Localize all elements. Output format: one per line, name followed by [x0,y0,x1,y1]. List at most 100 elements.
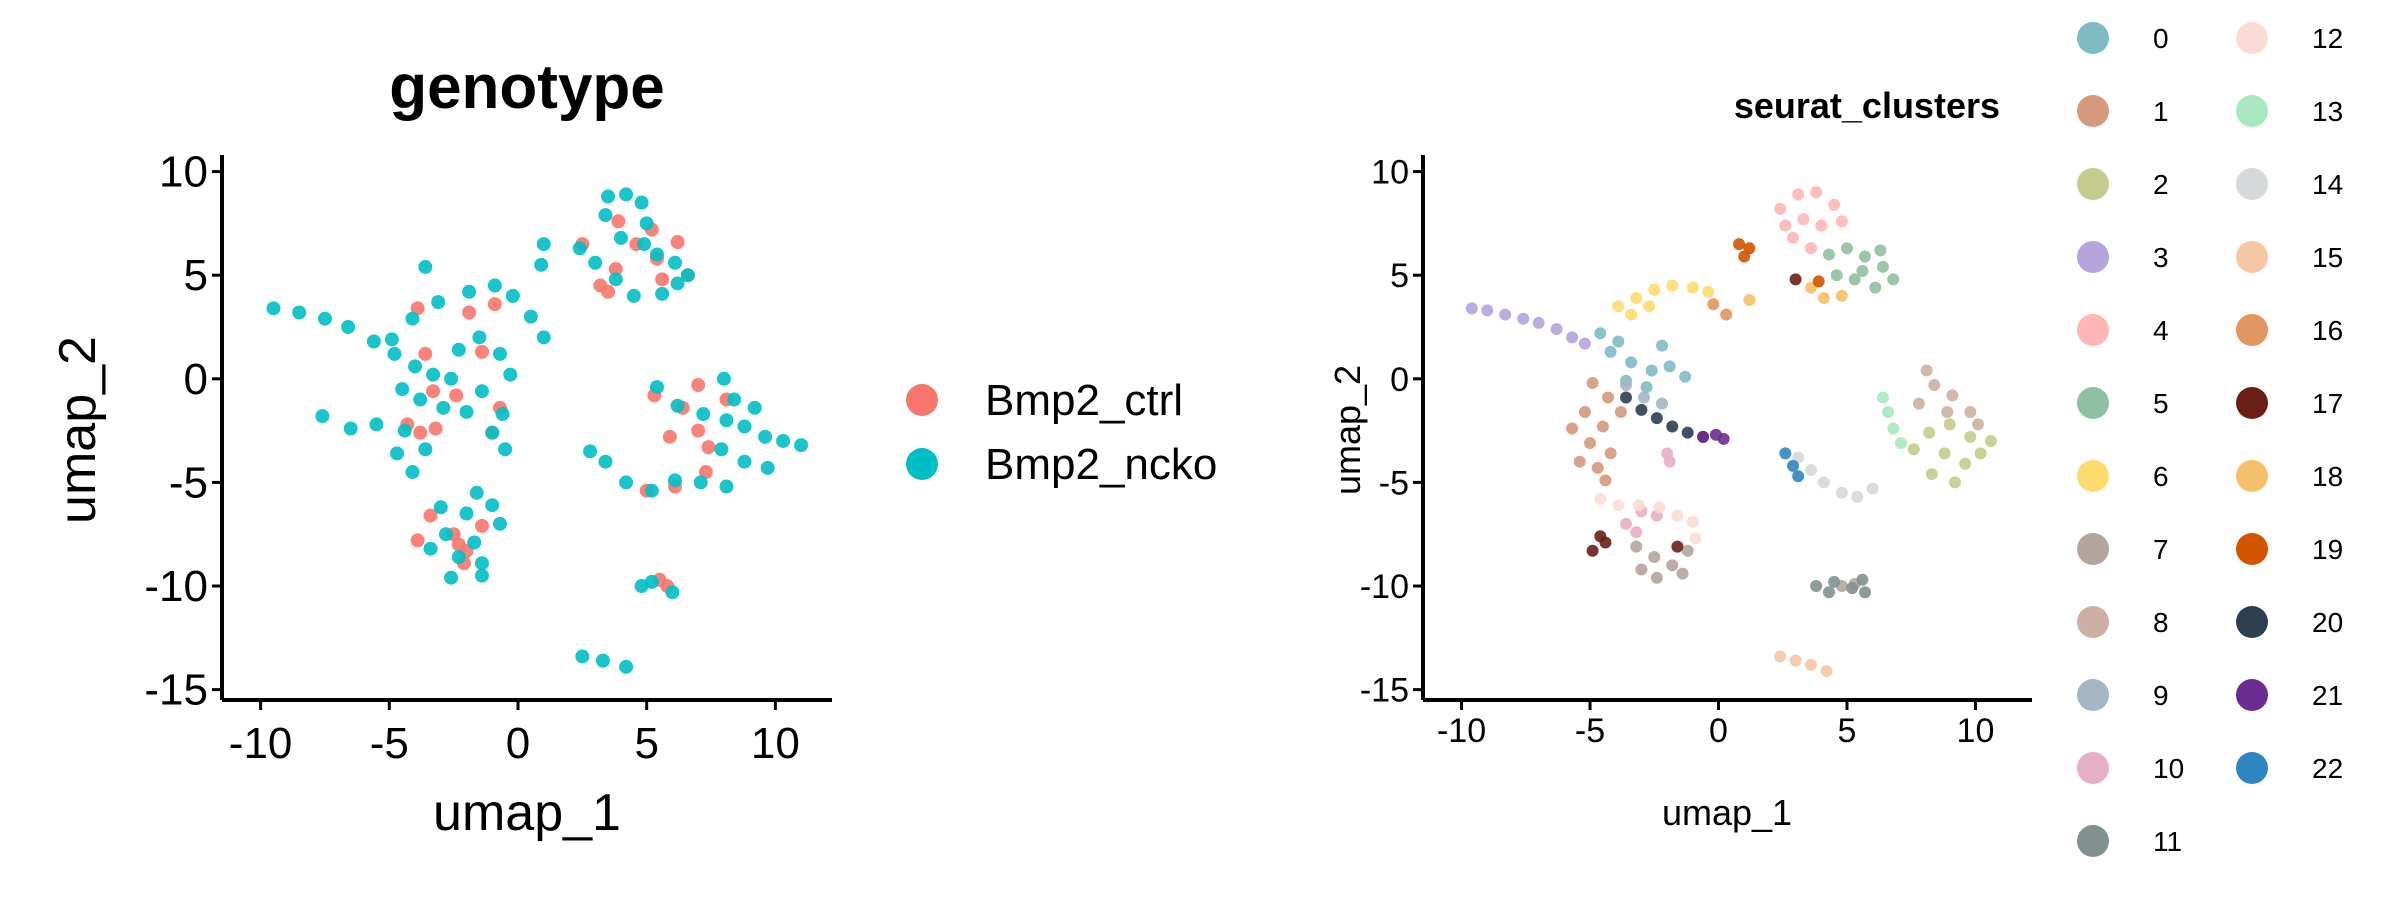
data-point [1812,275,1825,288]
y-tick-label: -15 [1360,672,1409,710]
legend-swatch [2236,606,2268,638]
legend-swatch [2236,95,2268,127]
data-point [634,579,649,594]
y-tick-label: -5 [1379,464,1409,502]
data-point [655,286,670,301]
data-point [670,398,685,413]
y-tick-label: -15 [144,666,208,715]
data-point [760,460,775,475]
data-point [384,332,399,347]
y-tick-label: -10 [144,562,208,611]
data-point [405,311,420,326]
data-point [1645,364,1658,377]
legend-item: 19 [2236,533,2343,565]
data-point [395,382,410,397]
data-point [1858,586,1871,599]
data-point [1894,437,1907,450]
data-point [665,585,680,600]
legend-item: 7 [2077,533,2169,565]
data-point [1789,273,1802,286]
data-point [575,649,590,664]
legend-label: 16 [2312,315,2343,346]
clusters-x-axis-label: umap_1 [1662,792,1792,833]
data-point [1594,327,1607,340]
data-point [1681,426,1694,439]
data-point [634,195,649,210]
data-point [492,516,507,531]
y-tick-label: -5 [169,458,208,507]
data-point [1810,186,1823,199]
data-point [670,276,685,291]
clusters-points-layer [1465,186,1997,677]
legend-item: 13 [2236,95,2343,127]
legend-item: 18 [2236,460,2343,492]
data-point [719,479,734,494]
data-point [1566,331,1579,344]
data-point [1797,213,1810,226]
data-point [467,535,482,550]
data-point [1787,459,1800,472]
legend-label: 3 [2153,242,2169,273]
genotype-y-ticks: 10 5 0 -5 -10 -15 [144,148,222,715]
data-point [444,570,459,585]
data-point [1578,337,1591,350]
data-point [1679,370,1692,383]
data-point [390,446,405,461]
data-point [1635,563,1648,576]
legend-swatch [906,384,938,416]
data-point [459,404,474,419]
legend-swatch [2077,387,2109,419]
legend-swatch [2236,460,2268,492]
legend-label: 13 [2312,96,2343,127]
legend-swatch [2077,825,2109,857]
data-point [649,380,664,395]
data-point [1584,437,1597,450]
data-point [474,518,489,533]
data-point [1532,316,1545,329]
data-point [1823,248,1835,261]
data-point [1604,447,1617,460]
data-point [1866,482,1879,495]
data-point [595,653,610,668]
data-point [1594,492,1607,505]
data-point [1941,405,1954,418]
data-point [1481,304,1494,317]
x-tick-label: -10 [1437,712,1486,750]
y-tick-label: 10 [1371,154,1409,192]
clusters-series-10 [1620,447,1676,539]
data-point [1738,250,1751,263]
data-point [1599,536,1612,549]
data-point [426,384,441,399]
data-point [410,533,425,548]
data-point [1828,198,1841,211]
data-point [601,284,616,299]
clusters-y-ticks: 10 5 0 -5 -10 -15 [1360,154,1423,710]
legend-item: 14 [2236,168,2343,200]
data-point [405,465,420,480]
genotype-chart-title: genotype [389,53,665,122]
data-point [583,444,598,459]
data-point [619,659,634,674]
legend-label: 14 [2312,169,2343,200]
data-point [1578,405,1591,418]
data-point [737,419,752,434]
legend-item: Bmp2_ncko [906,440,1217,489]
data-point [410,301,425,316]
data-point [462,284,477,299]
data-point [1984,434,1997,447]
x-tick-label: 5 [634,719,658,768]
data-point [776,433,791,448]
data-point [387,346,402,361]
data-point [485,425,500,440]
data-point [1650,412,1663,425]
data-point [1920,364,1933,377]
legend-item: 16 [2236,314,2343,346]
data-point [1848,273,1861,286]
data-point [1887,273,1900,286]
data-point [1925,468,1938,481]
data-point [413,392,428,407]
legend-label: 11 [2153,826,2182,857]
data-point [1586,544,1599,557]
data-point [1620,517,1632,530]
